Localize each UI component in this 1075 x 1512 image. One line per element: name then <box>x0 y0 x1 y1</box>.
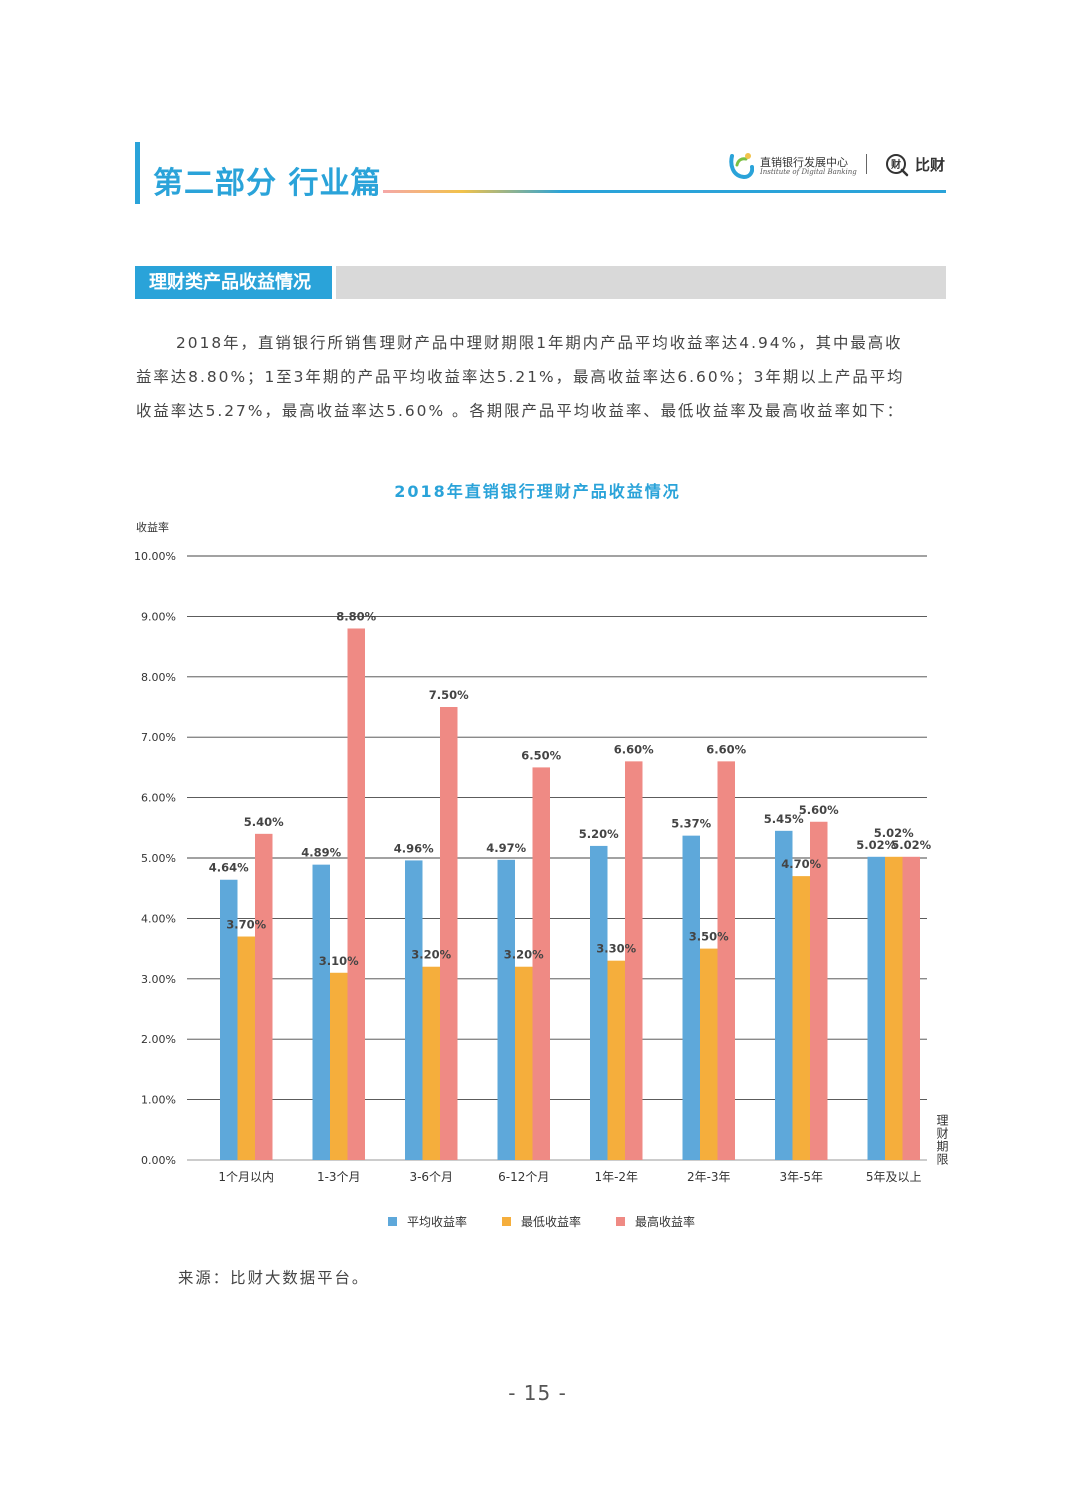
data-label: 4.89% <box>301 846 341 860</box>
y-tick-label: 3.00% <box>141 973 176 986</box>
y-axis-label: 收益率 <box>136 520 169 534</box>
source-note: 来源：比财大数据平台。 <box>178 1269 370 1287</box>
bar-chart: 收益率 0.00% 1.00% 2.00% 3.00% 4.00% 5.00% 6.00% 7.… <box>134 520 949 1229</box>
data-label: 3.50% <box>689 930 729 944</box>
x-tick-label: 2年-3年 <box>687 1170 731 1184</box>
data-label: 3.70% <box>226 918 266 932</box>
x-tick-label: 1个月以内 <box>218 1170 274 1184</box>
data-label: 5.02% <box>891 838 931 852</box>
data-label: 3.20% <box>504 948 544 962</box>
data-label: 3.10% <box>319 954 359 968</box>
x-axis-label: 理财期限 <box>935 1114 949 1166</box>
bar <box>312 864 330 1160</box>
x-tick-label: 6-12个月 <box>498 1170 549 1184</box>
data-label: 3.30% <box>596 942 636 956</box>
y-tick-label: 2.00% <box>141 1033 176 1046</box>
data-label: 7.50% <box>429 688 469 702</box>
bar <box>532 767 550 1160</box>
bicai-logo-icon: 财 <box>886 154 909 177</box>
header-rule <box>383 190 946 193</box>
data-label: 6.50% <box>521 748 561 762</box>
bar <box>717 761 735 1160</box>
x-tick-label: 5年及以上 <box>866 1170 922 1184</box>
data-label: 5.60% <box>799 803 839 817</box>
bar <box>590 845 608 1160</box>
chart-title: 2018年直销银行理财产品收益情况 <box>394 482 681 501</box>
bar <box>497 859 515 1160</box>
bar <box>422 966 440 1160</box>
section-tab-edge <box>332 266 336 299</box>
bar <box>792 876 810 1160</box>
data-label: 6.60% <box>706 742 746 756</box>
bar <box>867 856 885 1160</box>
bar <box>440 707 458 1160</box>
data-label: 5.37% <box>671 817 711 831</box>
y-tick-label: 6.00% <box>141 792 176 805</box>
bar <box>405 860 423 1160</box>
data-label: 5.20% <box>579 827 619 841</box>
direct-bank-logo-name: 直销银行发展中心 <box>760 156 848 169</box>
bar <box>255 833 273 1160</box>
bar <box>625 761 643 1160</box>
bar <box>220 879 238 1160</box>
x-tick-label: 1-3个月 <box>317 1170 361 1184</box>
bicai-logo-name: 比财 <box>915 156 946 174</box>
y-tick-label: 9.00% <box>141 610 176 623</box>
y-tick-label: 0.00% <box>141 1154 176 1167</box>
y-tick-label: 5.00% <box>141 852 176 865</box>
paragraph-line: 收益率达5.27%，最高收益率达5.60% 。各期限产品平均收益率、最低收益率及… <box>136 402 905 420</box>
x-tick-label: 1年-2年 <box>594 1170 638 1184</box>
legend-swatch <box>502 1217 511 1226</box>
data-label: 4.96% <box>394 841 434 855</box>
bar <box>700 948 718 1160</box>
bar <box>775 830 793 1160</box>
x-tick-label: 3年-5年 <box>779 1170 823 1184</box>
bar <box>682 835 700 1160</box>
data-label: 5.02% <box>874 826 914 840</box>
bar <box>330 972 348 1160</box>
data-label: 6.60% <box>614 742 654 756</box>
data-label: 5.40% <box>244 815 284 829</box>
section-title: 理财类产品收益情况 <box>135 266 332 299</box>
paragraph-line: 益率达8.80%；1至3年期的产品平均收益率达5.21%，最高收益率达6.60%… <box>136 368 905 386</box>
bar <box>810 821 828 1160</box>
x-tick-label: 3-6个月 <box>409 1170 453 1184</box>
y-tick-label: 8.00% <box>141 671 176 684</box>
part-title: 第二部分 行业篇 <box>153 166 382 201</box>
legend-swatch <box>388 1217 397 1226</box>
header-accent-bar <box>135 142 140 204</box>
y-tick-label: 1.00% <box>141 1094 176 1107</box>
direct-bank-logo-subtitle: Institute of Digital Banking <box>760 168 857 176</box>
direct-bank-logo-icon <box>729 153 754 180</box>
data-label: 5.45% <box>764 812 804 826</box>
bar <box>237 936 255 1160</box>
data-label: 4.97% <box>486 841 526 855</box>
y-tick-label: 7.00% <box>141 731 176 744</box>
data-label: 5.02% <box>856 838 896 852</box>
body-paragraph: 2018年，直销银行所销售理财产品中理财期限1年期内产品平均收益率达4.94%，… <box>136 326 946 428</box>
logo-divider <box>866 154 867 174</box>
bar <box>885 856 903 1160</box>
data-label: 4.70% <box>781 857 821 871</box>
legend-label: 最低收益率 <box>521 1214 581 1229</box>
bar <box>347 628 365 1160</box>
y-tick-label: 10.00% <box>134 550 176 563</box>
data-label: 8.80% <box>336 609 376 623</box>
bar <box>902 856 920 1160</box>
data-label: 3.20% <box>411 948 451 962</box>
paragraph-line: 2018年，直销银行所销售理财产品中理财期限1年期内产品平均收益率达4.94%，… <box>176 334 903 352</box>
legend-label: 最高收益率 <box>635 1214 695 1229</box>
legend-swatch <box>616 1217 625 1226</box>
bar <box>515 966 533 1160</box>
data-label: 4.64% <box>209 861 249 875</box>
svg-text:财: 财 <box>890 158 901 171</box>
legend-label: 平均收益率 <box>407 1214 467 1229</box>
y-tick-label: 4.00% <box>141 912 176 925</box>
page-number: - 15 - <box>508 1381 567 1405</box>
bar <box>607 960 625 1160</box>
